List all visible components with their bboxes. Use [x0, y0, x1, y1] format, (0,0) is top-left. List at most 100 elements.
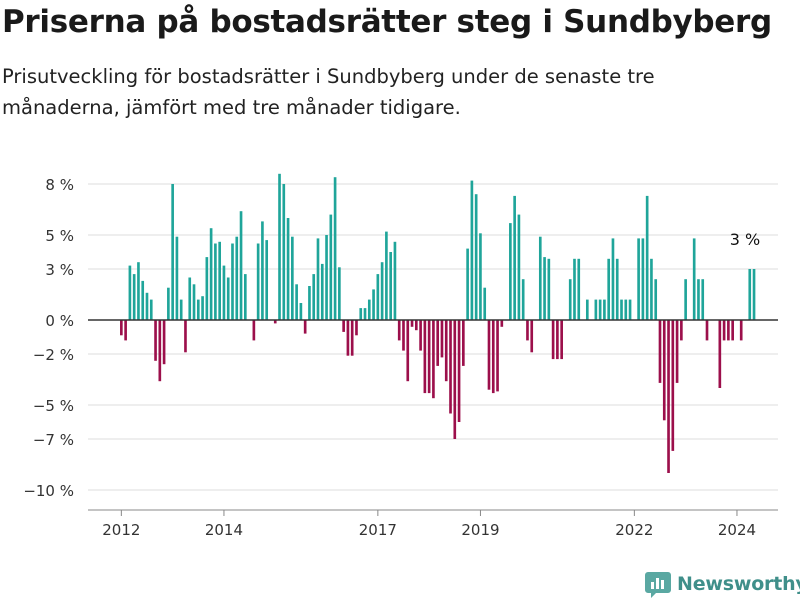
- bar: [188, 277, 192, 320]
- bar: [124, 320, 127, 341]
- bar: [483, 287, 487, 320]
- y-tick-label: 8 %: [45, 176, 74, 194]
- bar: [380, 262, 384, 320]
- bar: [611, 238, 615, 320]
- bar: [470, 180, 474, 320]
- y-tick-label: 3 %: [45, 261, 74, 279]
- bar: [235, 236, 239, 320]
- bar: [175, 236, 179, 320]
- bar: [675, 320, 679, 383]
- bar: [308, 286, 311, 320]
- bar: [491, 320, 495, 394]
- bar: [149, 299, 153, 320]
- bar: [205, 257, 209, 320]
- bar: [162, 320, 166, 365]
- x-tick-label: 2019: [461, 521, 499, 539]
- bar: [641, 238, 645, 320]
- bar: [316, 238, 320, 320]
- bar: [158, 320, 162, 382]
- bar: [449, 320, 452, 414]
- x-tick-label: 2014: [205, 521, 243, 539]
- bar: [718, 320, 722, 388]
- bar: [658, 320, 662, 383]
- bar: [701, 279, 705, 320]
- bar: [299, 303, 303, 320]
- bar: [218, 241, 221, 320]
- bar: [680, 320, 683, 341]
- bar: [350, 320, 354, 356]
- bar: [624, 299, 628, 320]
- bar: [226, 277, 230, 320]
- bar: [303, 320, 307, 334]
- bar: [667, 320, 670, 473]
- bar: [474, 194, 478, 320]
- bar: [320, 263, 324, 320]
- bar: [645, 195, 649, 320]
- bar: [312, 274, 316, 320]
- bar: [132, 274, 136, 320]
- bar: [282, 184, 286, 320]
- bar: [739, 320, 743, 341]
- bar: [154, 320, 157, 361]
- bar-chart-logo-icon: [645, 572, 671, 598]
- brand-name: Newsworthy: [677, 573, 800, 595]
- bar: [196, 299, 200, 320]
- bar: [167, 287, 170, 320]
- bar: [547, 258, 551, 320]
- bar: [372, 289, 375, 320]
- bar: [393, 241, 397, 320]
- bar: [278, 173, 281, 320]
- bar: [436, 320, 440, 366]
- bar: [662, 320, 666, 421]
- bar: [333, 177, 337, 320]
- bar: [551, 320, 555, 360]
- bar: [637, 238, 640, 320]
- bar: [538, 236, 542, 320]
- bar: [179, 299, 183, 320]
- bar: [731, 320, 734, 341]
- bar: [628, 299, 632, 320]
- bar: [397, 320, 401, 341]
- bar: [239, 211, 243, 320]
- bar: [286, 218, 290, 320]
- bar: [192, 284, 196, 320]
- bar: [752, 269, 756, 320]
- y-tick-label: 5 %: [45, 227, 74, 245]
- bar: [427, 320, 431, 394]
- bar: [423, 320, 427, 394]
- bar: [684, 279, 687, 320]
- bar: [568, 279, 572, 320]
- bar: [432, 320, 435, 399]
- bar: [355, 320, 358, 336]
- bar: [402, 320, 405, 351]
- bar: [594, 299, 598, 320]
- bar: [462, 320, 465, 366]
- bar: [598, 299, 602, 320]
- y-tick-label: −10 %: [23, 482, 74, 500]
- chart-subtitle: Prisutveckling för bostadsrätter i Sundb…: [2, 65, 655, 119]
- x-tick-label: 2012: [102, 521, 140, 539]
- x-tick-label: 2022: [615, 521, 653, 539]
- bar: [120, 320, 123, 336]
- bar: [376, 274, 380, 320]
- brand-logo[interactable]: Newsworthy: [645, 569, 800, 599]
- bar: [222, 265, 226, 320]
- bar: [231, 243, 234, 320]
- bar: [414, 320, 418, 331]
- bar: [556, 320, 559, 360]
- bar: [243, 274, 247, 320]
- bar: [453, 320, 457, 439]
- bar: [650, 258, 653, 320]
- bar: [444, 320, 448, 382]
- bar: [671, 320, 675, 451]
- bar: [410, 320, 414, 327]
- bar: [457, 320, 461, 422]
- bar: [487, 320, 491, 390]
- bar: [265, 240, 269, 320]
- bar: [526, 320, 529, 341]
- bar: [573, 258, 576, 320]
- bar: [585, 299, 589, 320]
- bar: [722, 320, 726, 341]
- y-tick-label: −5 %: [33, 397, 74, 415]
